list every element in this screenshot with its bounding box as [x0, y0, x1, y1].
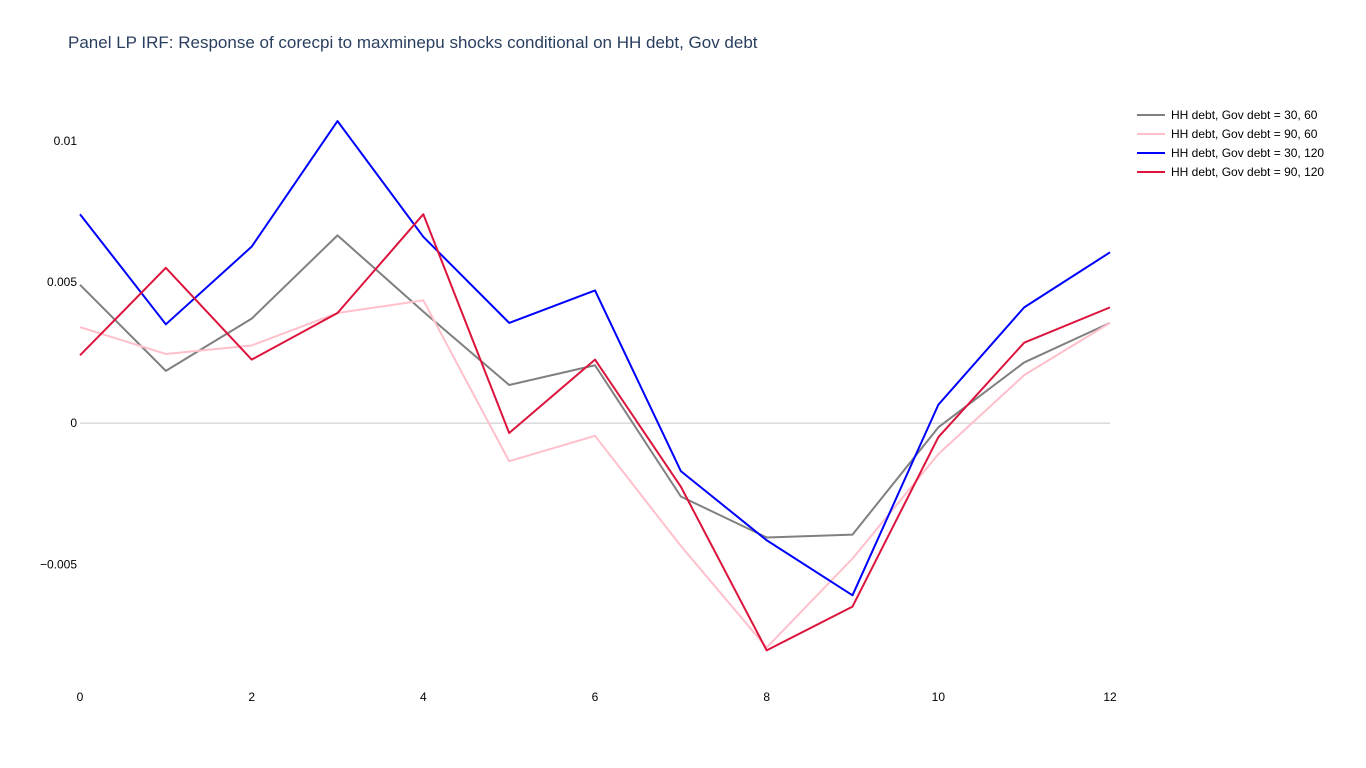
- legend-item[interactable]: HH debt, Gov debt = 30, 60: [1137, 108, 1318, 122]
- legend-label: HH debt, Gov debt = 30, 60: [1171, 108, 1318, 122]
- series-line-2: [79, 299, 1111, 649]
- y-tick-label: 0.005: [47, 275, 77, 289]
- x-tick-label: 0: [77, 690, 84, 704]
- y-tick-label: 0.01: [54, 134, 78, 148]
- series-line-3: [79, 120, 1111, 597]
- legend-label: HH debt, Gov debt = 90, 60: [1171, 127, 1318, 141]
- y-tick-label: 0: [70, 416, 77, 430]
- legend-label: HH debt, Gov debt = 90, 120: [1171, 165, 1324, 179]
- legend-item[interactable]: HH debt, Gov debt = 90, 60: [1137, 127, 1318, 141]
- chart-title: Panel LP IRF: Response of corecpi to max…: [68, 33, 758, 52]
- series-line-1: [79, 234, 1111, 539]
- legend-item[interactable]: HH debt, Gov debt = 90, 120: [1137, 165, 1324, 179]
- x-tick-label: 4: [420, 690, 427, 704]
- y-tick-label: −0.005: [40, 557, 77, 571]
- legend-label: HH debt, Gov debt = 30, 120: [1171, 146, 1324, 160]
- x-tick-label: 12: [1103, 690, 1117, 704]
- x-tick-label: 2: [248, 690, 255, 704]
- legend-item[interactable]: HH debt, Gov debt = 30, 120: [1137, 146, 1324, 160]
- x-tick-label: 10: [932, 690, 946, 704]
- x-tick-label: 8: [763, 690, 770, 704]
- x-tick-label: 6: [592, 690, 599, 704]
- series-line-4: [79, 213, 1111, 652]
